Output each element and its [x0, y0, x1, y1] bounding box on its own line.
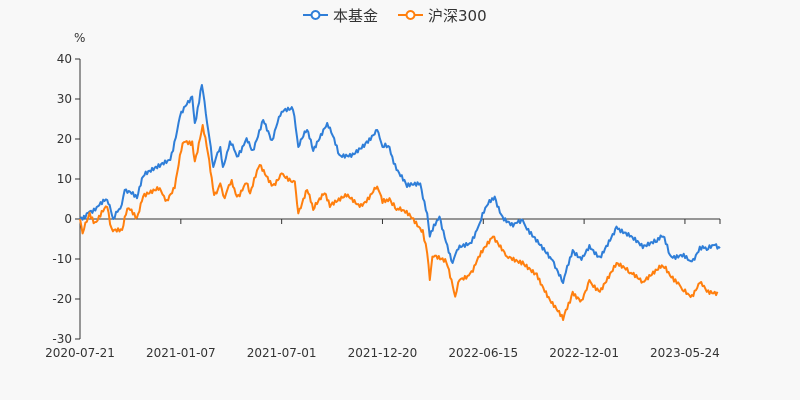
y-tick-label: 30	[57, 92, 72, 106]
legend-item-csi300[interactable]: 沪深300	[398, 7, 487, 25]
y-tick-label: 40	[57, 52, 72, 66]
y-tick-label: -10	[52, 252, 72, 266]
y-tick-label: -30	[52, 332, 72, 346]
y-tick-label: 10	[57, 172, 72, 186]
legend-label: 沪深300	[428, 7, 487, 25]
x-tick-label: 2023-05-24	[650, 346, 720, 360]
series-line-fund	[79, 84, 721, 284]
x-tick-label: 2021-07-01	[247, 346, 317, 360]
x-tick-label: 2022-06-15	[448, 346, 518, 360]
legend-marker-icon	[405, 10, 416, 20]
legend-label: 本基金	[333, 7, 378, 25]
legend[interactable]: 本基金 沪深300	[303, 7, 487, 25]
series-line-csi300	[79, 124, 719, 321]
x-tick-label: 2021-01-07	[146, 346, 216, 360]
y-axis-unit: %	[74, 31, 85, 45]
x-tick-label: 2021-12-20	[348, 346, 418, 360]
x-tick-label: 2020-07-21	[45, 346, 115, 360]
x-tick-label: 2022-12-01	[549, 346, 619, 360]
y-tick-label: 0	[64, 212, 72, 226]
legend-item-fund[interactable]: 本基金	[303, 7, 378, 25]
legend-marker-icon	[310, 10, 321, 20]
y-tick-label: 20	[57, 132, 72, 146]
y-tick-label: -20	[52, 292, 72, 306]
